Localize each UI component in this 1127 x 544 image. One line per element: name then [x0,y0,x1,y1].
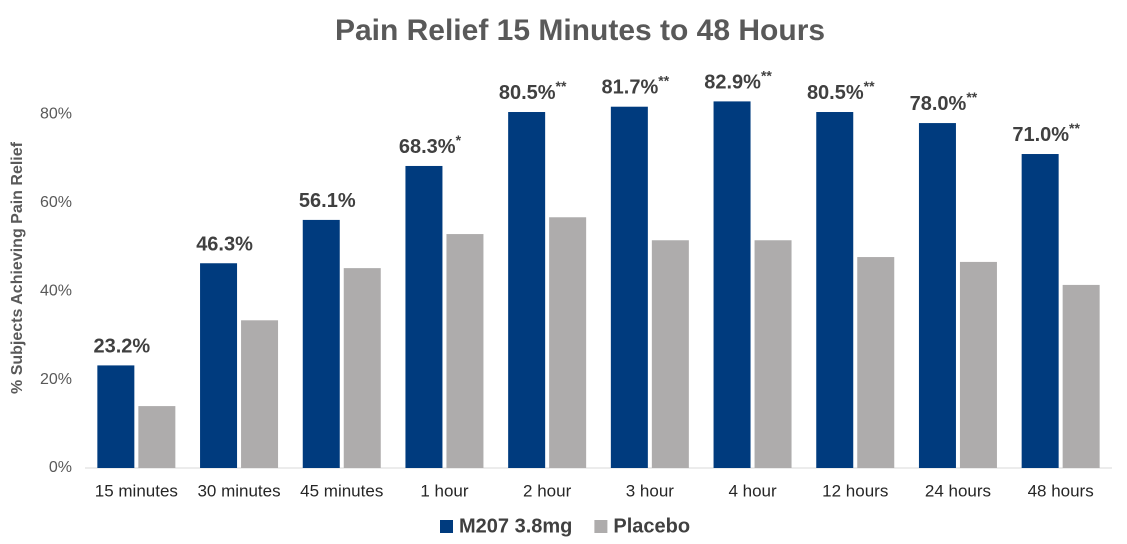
data-label-value: 80.5% [807,82,864,104]
bar [610,106,648,469]
bar [302,219,340,468]
bar [754,240,792,468]
data-label: 80.5%** [499,78,567,105]
significance-mark: ** [966,89,977,105]
data-label: 71.0%** [1012,120,1080,147]
bar [816,112,854,468]
x-tick-label: 15 minutes [95,481,178,500]
x-tick-label: 30 minutes [197,481,280,500]
legend-label: M207 3.8mg [459,515,572,537]
x-tick-label: 24 hours [925,481,991,500]
data-label-value: 81.7% [602,77,659,99]
x-tick-label: 2 hour [523,481,572,500]
data-label-value: 46.3% [196,234,253,256]
x-tick-label: 45 minutes [300,481,383,500]
bar [138,406,176,468]
bar [651,240,689,468]
bar [508,112,546,468]
bar [97,365,135,468]
bar [918,123,956,469]
x-tick-label: 3 hour [626,481,675,500]
x-tick-label: 1 hour [420,481,469,500]
bar [549,217,587,468]
significance-mark: ** [1069,120,1080,136]
data-label: 81.7%** [602,72,670,99]
bar [959,261,997,468]
data-label: 68.3%* [399,132,462,159]
data-label-value: 82.9% [704,72,761,94]
x-tick-label: 4 hour [728,481,777,500]
legend-swatch [594,520,608,533]
y-tick-label: 80% [40,105,72,122]
data-label-value: 23.2% [93,336,150,358]
bar [1062,284,1100,468]
bar [405,165,443,468]
x-tick-label: 12 hours [822,481,888,500]
bar [343,268,381,468]
bar [857,257,895,468]
x-tick-label: 48 hours [1028,481,1094,500]
y-tick-label: 0% [49,459,72,476]
data-label: 56.1% [299,190,356,212]
y-tick-label: 20% [40,371,72,388]
data-label-value: 78.0% [910,93,967,115]
significance-mark: ** [556,78,567,94]
y-tick-label: 40% [40,282,72,299]
significance-mark: * [456,132,462,148]
data-label-value: 80.5% [499,82,556,104]
chart-title: Pain Relief 15 Minutes to 48 Hours [335,14,825,47]
data-label-value: 68.3% [399,136,456,158]
y-axis-label: % Subjects Achieving Pain Relief [9,141,26,394]
data-label: 78.0%** [910,89,978,116]
bar [446,234,484,468]
bar [1021,154,1059,468]
data-label-value: 56.1% [299,190,356,212]
significance-mark: ** [658,72,669,88]
data-label: 82.9%** [704,67,772,94]
significance-mark: ** [761,67,772,83]
legend-swatch [440,520,453,533]
legend-label: Placebo [613,515,690,537]
bar [713,101,751,469]
data-label: 23.2% [93,336,150,358]
bar [241,320,279,468]
significance-mark: ** [864,78,875,94]
y-tick-label: 60% [40,194,72,211]
bar [200,263,238,468]
data-label-value: 71.0% [1012,124,1069,146]
data-label: 80.5%** [807,78,875,105]
data-label: 46.3% [196,234,253,256]
